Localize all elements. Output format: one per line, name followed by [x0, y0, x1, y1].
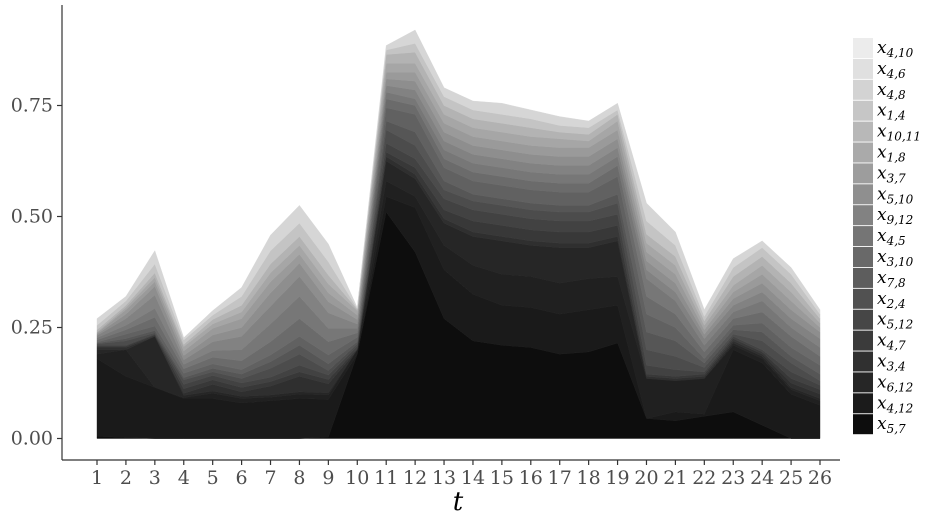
x-tick-label: 3: [149, 467, 161, 489]
legend-label-4-12: x4,12: [877, 393, 913, 415]
legend-label-3-4: x3,4: [877, 352, 906, 374]
y-tick-label: 0.25: [11, 317, 53, 339]
legend-key-4-6: [853, 58, 873, 79]
legend-label-1-8: x1,8: [877, 143, 906, 165]
legend-key-1-8: [853, 142, 873, 163]
legend-key-4-7: [853, 330, 873, 351]
legend-key-4-10: [853, 38, 873, 58]
legend-key-5-12: [853, 309, 873, 330]
y-tick-label: 0.00: [11, 428, 53, 450]
legend-key-4-8: [853, 79, 873, 100]
x-tick-label: 6: [236, 467, 248, 489]
x-tick-label: 12: [403, 467, 427, 489]
x-tick-label: 20: [634, 467, 658, 489]
legend-label-2-4: x2,4: [877, 289, 906, 311]
axes: [61, 5, 840, 461]
legend-key-3-7: [853, 163, 873, 184]
x-tick-label: 15: [490, 467, 514, 489]
legend-label-4-8: x4,8: [877, 80, 906, 102]
legend-label-5-7: x5,7: [877, 414, 906, 436]
legend-label-1-4: x1,4: [877, 101, 906, 123]
x-tick-label: 26: [808, 467, 832, 489]
legend-label-5-12: x5,12: [877, 310, 913, 332]
x-tick-label: 1: [91, 467, 103, 489]
x-tick-label: 19: [605, 467, 629, 489]
x-tick-label: 9: [322, 467, 334, 489]
x-tick-label: 16: [519, 467, 543, 489]
x-tick-label: 7: [264, 467, 276, 489]
x-tick-label: 14: [461, 467, 485, 489]
legend-label-4-10: x4,10: [877, 38, 914, 60]
legend-key-10-11: [853, 121, 873, 142]
x-tick-label: 17: [548, 467, 572, 489]
x-tick-label: 8: [293, 467, 305, 489]
x-tick-label: 22: [692, 467, 716, 489]
area-layers: [96, 29, 821, 439]
y-tick-label: 0.50: [11, 206, 53, 228]
x-tick-label: 25: [779, 467, 803, 489]
x-tick-label: 2: [120, 467, 132, 489]
legend-key-4-12: [853, 393, 873, 414]
legend-label-4-5: x4,5: [877, 226, 906, 248]
x-tick-label: 18: [577, 467, 601, 489]
legend-key-3-4: [853, 351, 873, 372]
legend-label-7-8: x7,8: [877, 268, 906, 290]
legend-label-5-10: x5,10: [877, 184, 914, 206]
legend-label-10-11: x10,11: [877, 122, 921, 144]
legend-label-4-6: x4,6: [877, 59, 906, 81]
x-axis-title: t: [453, 487, 464, 515]
legend-key-3-10: [853, 247, 873, 267]
x-tick-label: 5: [207, 467, 219, 489]
legend-key-6-12: [853, 372, 873, 393]
legend-label-3-10: x3,10: [877, 247, 914, 269]
legend: x4,10x4,6x4,8x1,4x10,11x1,8x3,7x5,10x9,1…: [853, 38, 921, 436]
legend-label-6-12: x6,12: [877, 372, 913, 394]
legend-key-4-5: [853, 226, 873, 247]
x-tick-label: 11: [374, 467, 398, 489]
x-tick-label: 23: [721, 467, 745, 489]
x-tick-label: 10: [345, 467, 369, 489]
y-tick-label: 0.75: [11, 95, 53, 117]
legend-key-5-10: [853, 184, 873, 205]
x-tick-label: 13: [432, 467, 456, 489]
y-axis-ticks: 0.00 0.25 0.50 0.75: [11, 95, 62, 450]
legend-label-4-7: x4,7: [877, 331, 906, 353]
legend-key-1-4: [853, 100, 873, 121]
legend-key-7-8: [853, 267, 873, 288]
x-tick-label: 4: [178, 467, 190, 489]
legend-key-2-4: [853, 288, 873, 309]
legend-label-9-12: x9,12: [877, 205, 913, 227]
x-axis-ticks: 1 2 3 4 5 6 7 8 9 10 11 12 13 14 15 16 17 18 19 20 21 22 23 24 2…: [91, 460, 832, 489]
legend-key-5-7: [853, 414, 873, 435]
area-series-4-10: [96, 29, 821, 341]
x-tick-label: 21: [663, 467, 687, 489]
legend-label-3-7: x3,7: [877, 163, 906, 185]
x-tick-label: 24: [750, 467, 774, 489]
legend-key-9-12: [853, 205, 873, 226]
